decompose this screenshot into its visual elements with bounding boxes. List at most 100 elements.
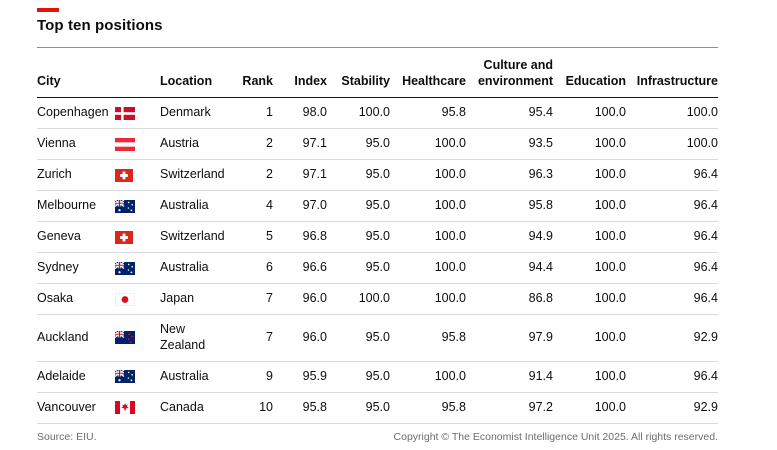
rank-cell: 7 — [228, 283, 273, 316]
rank-cell: 6 — [228, 252, 273, 285]
table-row: Zurich Switzerland 2 97.1 95.0 100.0 96.… — [37, 159, 718, 192]
healthcare-cell: 100.0 — [390, 221, 466, 254]
healthcare-cell: 95.8 — [441, 399, 466, 414]
culture-cell: 94.9 — [466, 221, 553, 254]
infrastructure-cell: 96.4 — [626, 190, 718, 223]
rank-cell: 1 — [228, 97, 273, 130]
healthcare-cell: 100.0 — [390, 361, 466, 393]
flag-canada-icon — [115, 400, 135, 414]
header-index: Index — [273, 47, 327, 99]
flag-cell — [115, 159, 160, 192]
header-infrastructure: Infrastructure — [626, 47, 718, 99]
rank-cell: 7 — [228, 314, 273, 362]
header-row: City Location Rank Index Stability Healt… — [37, 47, 718, 99]
city-cell: Vienna — [37, 128, 115, 161]
infrastructure-cell: 96.4 — [626, 283, 718, 316]
index-cell: 95.8 — [302, 399, 327, 414]
table-row: Osaka Japan 7 96.0 100.0 100.0 86.8 100.… — [37, 283, 718, 316]
index-cell: 97.1 — [273, 159, 327, 192]
stability-cell: 95.0 — [327, 314, 390, 362]
culture-cell: 97.2 — [528, 399, 553, 414]
flag-cell — [115, 361, 160, 393]
healthcare-cell: 100.0 — [390, 283, 466, 316]
page-title: Top ten positions — [37, 17, 163, 34]
city-cell: Melbourne — [37, 190, 115, 223]
city-cell: Adelaide — [37, 361, 115, 393]
header-healthcare: Healthcare — [390, 47, 466, 99]
stability-cell: 95.0 — [327, 128, 390, 161]
index-cell: 96.0 — [273, 314, 327, 362]
education-cell: 100.0 — [553, 252, 626, 285]
culture-cell: 97.9 — [466, 314, 553, 362]
infrastructure-cell: 92.9 — [693, 399, 718, 414]
city-cell: Vancouver — [37, 399, 96, 414]
flag-japan-icon — [115, 292, 135, 306]
stability-cell: 100.0 — [327, 283, 390, 316]
education-cell: 100.0 — [553, 97, 626, 130]
city-cell: Sydney — [37, 252, 115, 285]
header-rank: Rank — [228, 47, 273, 99]
education-cell: 100.0 — [553, 221, 626, 254]
education-cell: 100.0 — [553, 283, 626, 316]
stability-cell: 95.0 — [327, 190, 390, 223]
flag-cell — [115, 221, 160, 254]
index-cell: 96.8 — [273, 221, 327, 254]
flag-cell — [115, 190, 160, 223]
location-cell: Denmark — [160, 97, 228, 130]
city-cell: Osaka — [37, 283, 115, 316]
rank-cell: 4 — [228, 190, 273, 223]
location-cell: Australia — [160, 190, 228, 223]
culture-cell: 86.8 — [466, 283, 553, 316]
flag-cell — [115, 128, 160, 161]
education-cell: 100.0 — [553, 159, 626, 192]
infrastructure-cell: 92.9 — [626, 314, 718, 362]
stability-cell: 95.0 — [327, 361, 390, 393]
education-cell: 100.0 — [553, 314, 626, 362]
header-culture: Culture and environment — [466, 47, 553, 99]
header-city: City — [37, 47, 115, 99]
rank-cell: 10 — [259, 399, 273, 414]
rank-cell: 9 — [228, 361, 273, 393]
infrastructure-cell: 96.4 — [626, 159, 718, 192]
table-row: Adelaide Australia 9 95.9 95.0 100.0 91.… — [37, 361, 718, 393]
stability-cell: 95.0 — [365, 399, 390, 414]
flag-cell — [115, 97, 160, 130]
footer: Source: EIU. Copyright © The Economist I… — [37, 431, 718, 443]
flag-cell — [115, 392, 160, 423]
city-cell: Auckland — [37, 314, 115, 362]
table-body: Copenhagen Denmark 1 98.0 100.0 95.8 95.… — [37, 97, 718, 423]
culture-cell: 94.4 — [466, 252, 553, 285]
flag-switzerland-icon — [115, 168, 133, 182]
city-cell: Geneva — [37, 221, 115, 254]
culture-cell: 93.5 — [466, 128, 553, 161]
infrastructure-cell: 96.4 — [626, 252, 718, 285]
education-cell: 100.0 — [553, 128, 626, 161]
header-flag-spacer — [115, 47, 160, 99]
healthcare-cell: 100.0 — [390, 252, 466, 285]
location-cell: Austria — [160, 128, 228, 161]
stability-cell: 95.0 — [327, 159, 390, 192]
education-cell: 100.0 — [553, 361, 626, 393]
location-cell: New Zealand — [160, 314, 228, 362]
rank-cell: 2 — [228, 128, 273, 161]
healthcare-cell: 100.0 — [390, 159, 466, 192]
location-cell: Switzerland — [160, 159, 228, 192]
culture-cell: 91.4 — [466, 361, 553, 393]
culture-cell: 96.3 — [466, 159, 553, 192]
table-header: City Location Rank Index Stability Healt… — [37, 47, 718, 99]
location-cell: Canada — [160, 399, 204, 414]
culture-cell: 95.4 — [466, 97, 553, 130]
rank-cell: 2 — [228, 159, 273, 192]
content-container: Top ten positions City Location Rank Ind… — [37, 8, 718, 443]
city-cell: Copenhagen — [37, 97, 115, 130]
table-row: Geneva Switzerland 5 96.8 95.0 100.0 94.… — [37, 221, 718, 254]
flag-austria-icon — [115, 137, 135, 151]
table-row: Copenhagen Denmark 1 98.0 100.0 95.8 95.… — [37, 97, 718, 130]
ranking-table: City Location Rank Index Stability Healt… — [37, 47, 718, 424]
stability-cell: 95.0 — [327, 252, 390, 285]
flag-cell — [115, 314, 160, 362]
stability-cell: 100.0 — [327, 97, 390, 130]
index-cell: 97.1 — [273, 128, 327, 161]
education-cell: 100.0 — [594, 399, 626, 414]
